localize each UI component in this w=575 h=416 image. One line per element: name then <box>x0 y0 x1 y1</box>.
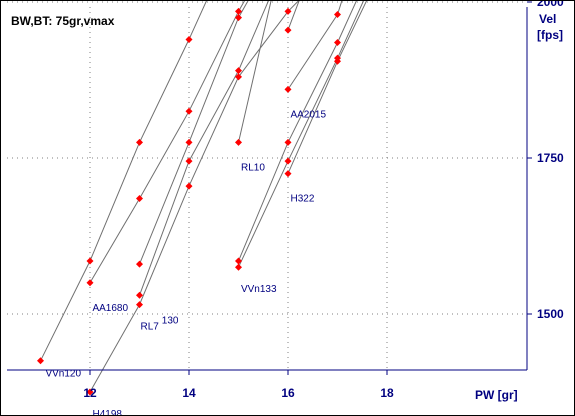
data-point <box>235 14 242 22</box>
series-line-unlabeled-10 <box>287 1 300 31</box>
data-point <box>284 85 292 93</box>
chart-title: BW,BT: 75gr,vmax <box>11 14 115 28</box>
series-label-vvn133: VVn133 <box>241 284 277 295</box>
data-point <box>284 157 292 165</box>
series-line-130 <box>139 1 269 296</box>
x-tick-label-14: 14 <box>182 386 196 400</box>
series-line-h322 <box>287 1 368 174</box>
series-label-aa1680: AA1680 <box>92 303 128 314</box>
x-tick-label-18: 18 <box>380 386 394 400</box>
data-markers <box>37 7 341 396</box>
series-label-h4198: H4198 <box>92 409 122 415</box>
data-point <box>235 67 242 75</box>
series-line-h4198 <box>89 1 299 393</box>
series-line-rl10 <box>238 1 272 143</box>
data-point <box>235 257 242 265</box>
data-point <box>284 170 292 178</box>
data-point <box>284 26 292 34</box>
axes: 121416181500175020002250 <box>7 1 564 400</box>
data-point <box>185 107 193 115</box>
data-point <box>334 39 341 47</box>
series-line-vvn133 <box>238 1 364 268</box>
data-point <box>86 279 94 287</box>
data-point <box>235 263 242 271</box>
data-point <box>235 138 242 146</box>
y-tick-label-1500: 1500 <box>537 307 564 321</box>
data-point <box>284 7 292 15</box>
series-lines <box>40 1 368 393</box>
data-point <box>334 10 341 18</box>
x-tick-label-16: 16 <box>281 386 295 400</box>
x-tick-label-12: 12 <box>83 386 97 400</box>
x-axis-title: PW [gr] <box>475 388 518 402</box>
data-point <box>284 138 292 146</box>
data-point <box>185 138 193 146</box>
data-point <box>136 138 143 146</box>
data-point <box>136 260 143 268</box>
data-point <box>136 291 143 299</box>
series-line-rl7 <box>139 1 249 265</box>
data-point <box>136 195 143 203</box>
series-label-rl7: RL7 <box>140 322 159 333</box>
data-point <box>334 54 341 62</box>
data-point <box>235 7 242 15</box>
series-label-130: 130 <box>162 315 179 326</box>
y-tick-label-2000: 2000 <box>537 1 564 9</box>
data-point <box>86 257 94 265</box>
series-line-aa2015 <box>287 1 343 90</box>
series-label-vvn120: VVn120 <box>45 368 81 379</box>
data-point <box>86 388 94 396</box>
y-axis-title-line-1: Vel <box>539 12 556 26</box>
series-label-h322: H322 <box>290 194 314 205</box>
data-point <box>185 35 193 43</box>
series-label-rl10: RL10 <box>241 162 265 173</box>
data-point <box>185 182 193 190</box>
data-point <box>136 301 143 309</box>
series-label-aa2015: AA2015 <box>290 109 326 120</box>
data-point <box>37 357 44 365</box>
y-axis-title-line-2: [fps] <box>537 28 563 42</box>
grid <box>7 1 527 370</box>
data-point <box>185 157 193 165</box>
y-tick-label-1750: 1750 <box>537 151 564 165</box>
data-point <box>235 73 242 81</box>
